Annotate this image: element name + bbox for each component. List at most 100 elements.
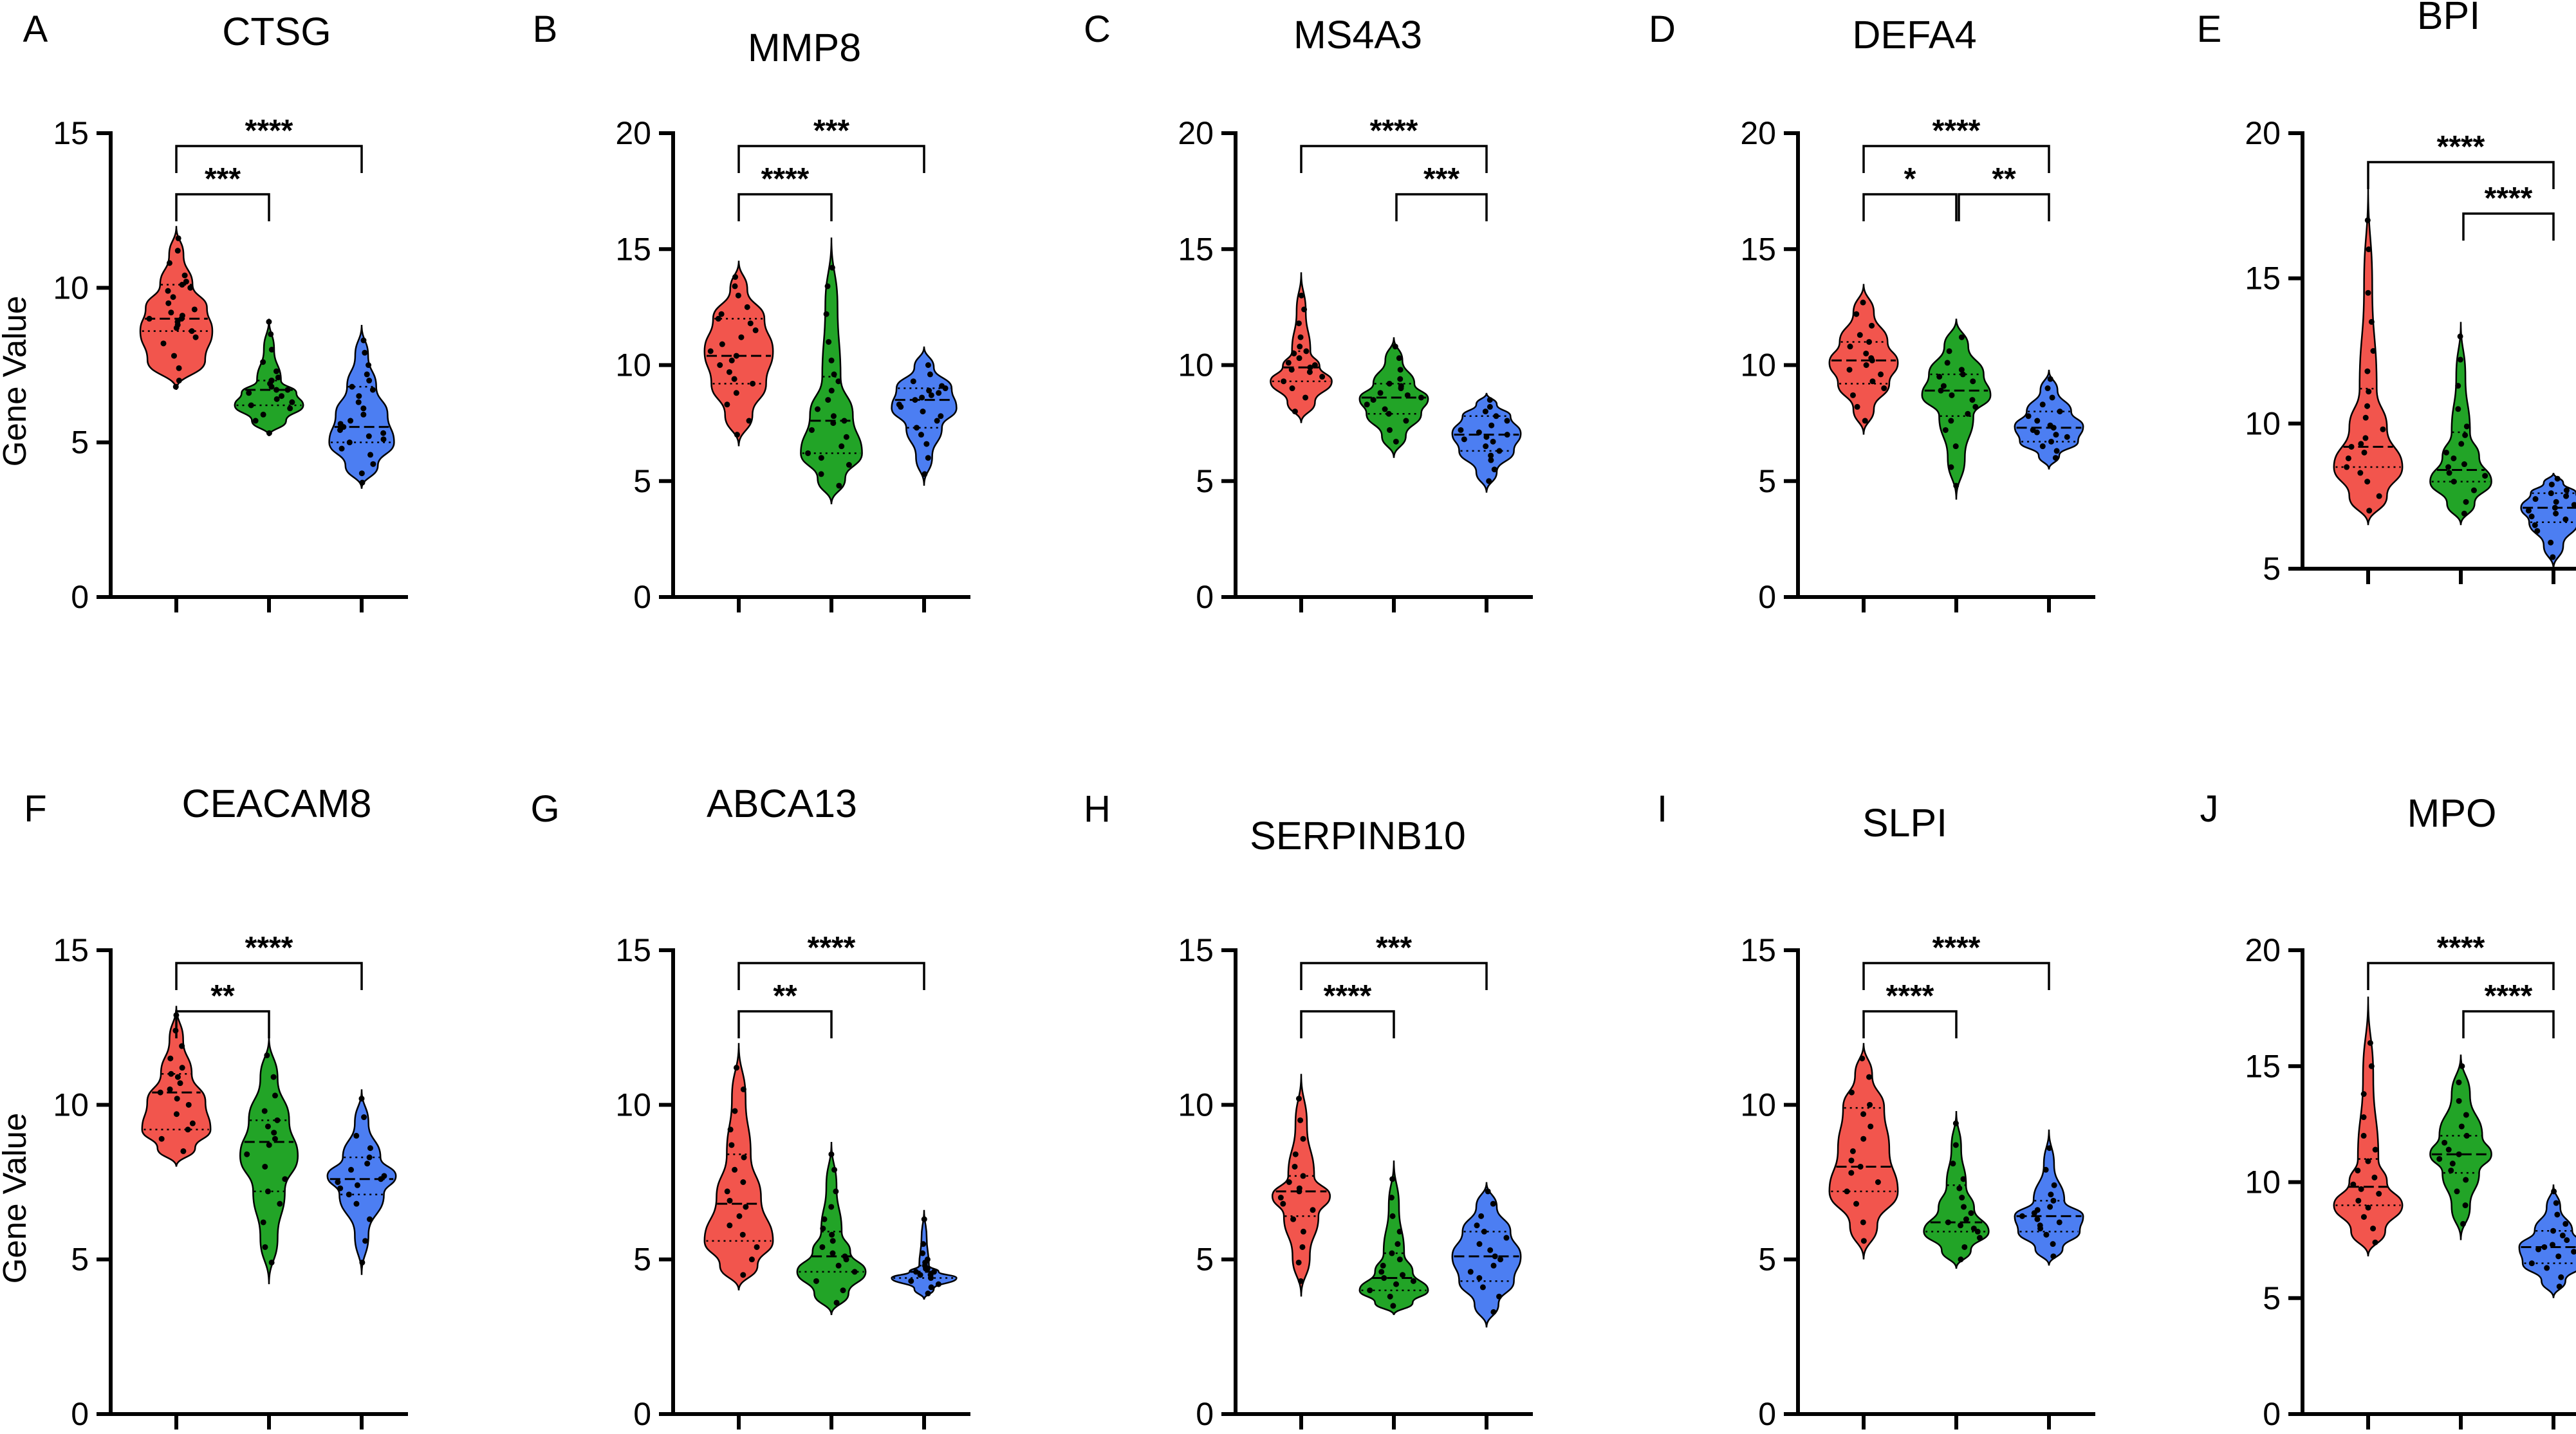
data-point (2367, 1040, 2373, 1046)
data-point (926, 387, 932, 394)
data-point (1461, 436, 1467, 443)
data-point (1310, 1207, 1316, 1213)
data-point (2550, 554, 2556, 560)
significance-label: ** (1992, 162, 2016, 196)
data-point (260, 1219, 266, 1226)
y-tick-label: 5 (2263, 1280, 2281, 1316)
data-point (2372, 1146, 2378, 1153)
data-point (346, 439, 353, 446)
data-point (244, 1151, 250, 1157)
data-point (366, 1216, 373, 1222)
data-point (1844, 1188, 1850, 1195)
data-point (266, 1142, 272, 1148)
data-point (273, 368, 280, 374)
data-point (732, 1166, 738, 1173)
data-point (1483, 443, 1489, 450)
y-tick-label: 20 (1178, 115, 1214, 151)
data-point (278, 393, 284, 400)
data-point (2364, 217, 2371, 223)
data-point (1392, 344, 1398, 350)
data-point (910, 378, 916, 385)
data-point (264, 1123, 271, 1130)
data-point (2047, 376, 2053, 382)
data-point (2554, 1211, 2561, 1218)
violin-3 (1451, 1182, 1522, 1328)
data-point (2457, 333, 2463, 340)
data-point (2563, 487, 2570, 493)
data-point (1482, 409, 1488, 415)
data-point (2366, 508, 2373, 514)
data-point (740, 1086, 746, 1092)
data-point (2050, 1241, 2056, 1247)
data-point (1945, 1219, 1951, 1226)
significance-label: **** (1370, 114, 1418, 148)
data-point (2362, 414, 2369, 421)
data-point (734, 432, 740, 438)
data-point (732, 283, 738, 290)
data-point (369, 387, 376, 393)
data-point (1958, 1256, 1964, 1263)
data-point (2039, 401, 2046, 408)
data-point (2350, 1181, 2357, 1188)
panel-a: A CTSG 0 5 10 15 Gene Value ******* (0, 8, 408, 615)
data-point (1488, 422, 1495, 428)
data-point (934, 418, 940, 424)
violin-1 (1828, 284, 1899, 435)
data-point (2544, 1265, 2550, 1271)
data-point (2457, 356, 2463, 363)
data-point (2548, 481, 2555, 488)
panel-b: B MMP8 0 5 10 15 20 ******* (533, 8, 970, 615)
y-tick-label: 5 (1196, 1242, 1214, 1278)
data-point (2528, 513, 2535, 520)
y-tick-label: 10 (53, 1087, 89, 1123)
y-tick-label: 0 (633, 579, 651, 615)
data-point (261, 1108, 268, 1114)
significance-label: **** (245, 931, 293, 965)
data-point (924, 1256, 931, 1263)
data-point (2458, 441, 2465, 447)
data-point (1387, 427, 1393, 433)
data-point (752, 327, 759, 333)
data-point (191, 306, 198, 313)
data-point (181, 272, 188, 279)
significance-bracket (1862, 962, 2050, 990)
data-point (828, 1151, 835, 1157)
data-point (1303, 348, 1310, 354)
data-point (2056, 1219, 2062, 1226)
panel-letter: G (530, 788, 559, 830)
data-point (824, 283, 831, 290)
data-point (1961, 1204, 1967, 1210)
data-point (2550, 1242, 2556, 1248)
data-point (1866, 1074, 1873, 1080)
data-point (1393, 1281, 1400, 1287)
y-tick-label: 15 (2245, 261, 2281, 297)
data-point (740, 1179, 746, 1185)
data-point (2460, 1220, 2467, 1227)
data-point (2463, 499, 2469, 505)
panel-letter: A (23, 8, 48, 50)
data-point (829, 1238, 836, 1244)
data-point (2470, 487, 2477, 493)
data-point (1863, 362, 1869, 368)
data-point (270, 1074, 277, 1080)
data-point (1389, 1176, 1396, 1182)
panel-title: MS4A3 (1293, 13, 1422, 57)
panel-e: E BPI 5 10 15 20 ******** (2197, 0, 2576, 587)
data-point (1946, 348, 1952, 354)
data-point (370, 461, 376, 467)
data-point (1869, 322, 1875, 329)
panel-letter: H (1084, 788, 1111, 830)
data-point (727, 1197, 733, 1204)
data-point (2553, 510, 2559, 517)
data-point (728, 357, 735, 363)
significance-label: **** (808, 931, 856, 965)
data-point (349, 383, 355, 390)
data-point (1295, 1259, 1302, 1265)
data-point (366, 433, 372, 439)
data-point (1860, 299, 1866, 306)
data-point (2463, 1132, 2470, 1139)
data-point (2442, 1139, 2448, 1146)
data-point (805, 450, 811, 456)
